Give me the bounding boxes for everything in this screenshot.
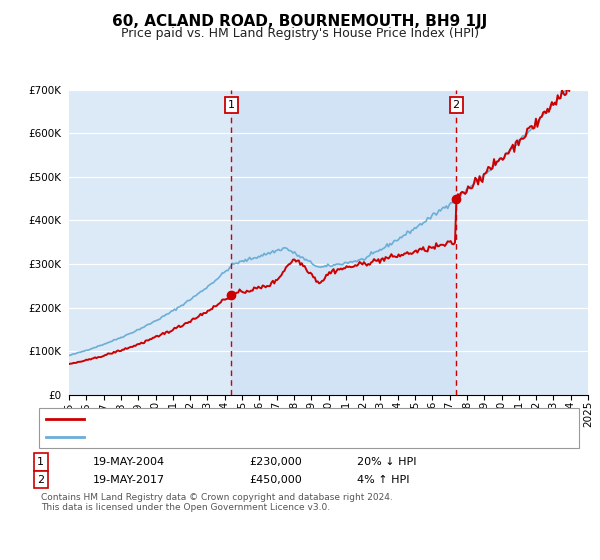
Text: 19-MAY-2004: 19-MAY-2004	[93, 457, 165, 467]
Text: £450,000: £450,000	[249, 475, 302, 485]
Text: This data is licensed under the Open Government Licence v3.0.: This data is licensed under the Open Gov…	[41, 503, 330, 512]
Text: 60, ACLAND ROAD, BOURNEMOUTH, BH9 1JJ (detached house): 60, ACLAND ROAD, BOURNEMOUTH, BH9 1JJ (d…	[90, 414, 415, 424]
Text: Contains HM Land Registry data © Crown copyright and database right 2024.: Contains HM Land Registry data © Crown c…	[41, 493, 392, 502]
Text: 2: 2	[37, 475, 44, 485]
Bar	[231, 90, 456, 395]
Text: 60, ACLAND ROAD, BOURNEMOUTH, BH9 1JJ: 60, ACLAND ROAD, BOURNEMOUTH, BH9 1JJ	[112, 14, 488, 29]
Text: 1: 1	[228, 100, 235, 110]
Text: 2: 2	[452, 100, 460, 110]
Text: HPI: Average price, detached house, Bournemouth Christchurch and Poole: HPI: Average price, detached house, Bour…	[90, 432, 478, 442]
Text: 4% ↑ HPI: 4% ↑ HPI	[357, 475, 409, 485]
Text: 19-MAY-2017: 19-MAY-2017	[93, 475, 165, 485]
Text: £230,000: £230,000	[249, 457, 302, 467]
Text: Price paid vs. HM Land Registry's House Price Index (HPI): Price paid vs. HM Land Registry's House …	[121, 27, 479, 40]
Text: 20% ↓ HPI: 20% ↓ HPI	[357, 457, 416, 467]
Text: 1: 1	[37, 457, 44, 467]
